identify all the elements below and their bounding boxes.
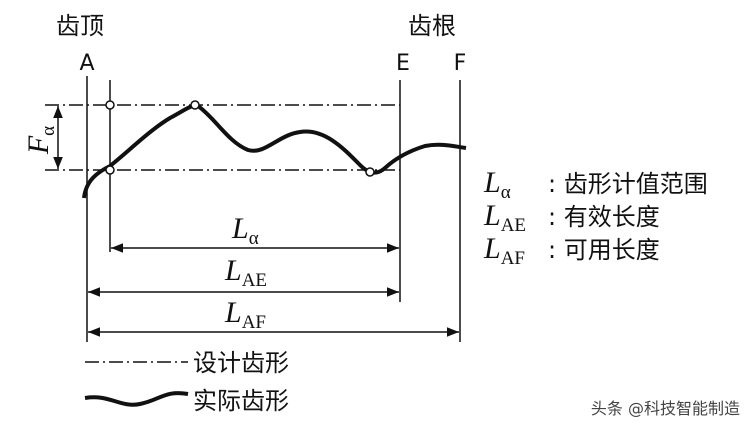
construction-lines <box>45 76 461 342</box>
actual-profile <box>82 103 467 199</box>
subscript: AE <box>501 215 526 236</box>
legend-label: 设计齿形 <box>193 349 289 377</box>
definition-text: : 有效长度 <box>548 203 660 231</box>
point-e: E <box>396 51 410 76</box>
point-f: F <box>454 51 467 76</box>
symbol: L <box>483 199 501 232</box>
tolerance-label: Fα <box>22 126 59 155</box>
symbol: L <box>483 232 501 265</box>
tip-label: 齿顶 <box>56 12 104 40</box>
subscript: α <box>501 182 511 203</box>
definition-text: : 齿形计值范围 <box>548 170 708 198</box>
definition-symbol: Lα <box>483 166 511 203</box>
dimension-label: Lα <box>231 212 259 249</box>
legend-actual-line <box>84 391 189 407</box>
watermark: 头条 @科技智能制造 <box>591 399 740 418</box>
dimension-lines <box>88 243 459 337</box>
point-a: A <box>79 51 94 76</box>
definition-symbol: LAE <box>483 199 526 236</box>
root-label: 齿根 <box>408 12 456 40</box>
definition-symbol: LAF <box>483 232 525 269</box>
subscript: AF <box>501 248 525 269</box>
definition-text: : 可用长度 <box>548 236 660 264</box>
profile-points <box>105 100 375 177</box>
legend-label: 实际齿形 <box>193 387 289 415</box>
symbol: L <box>483 166 501 199</box>
dimension-label: LAE <box>224 254 267 291</box>
dimension-label: LAF <box>224 296 266 333</box>
